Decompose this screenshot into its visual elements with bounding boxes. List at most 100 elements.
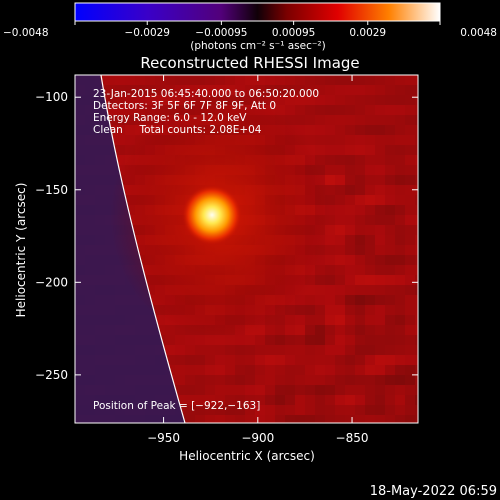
heatmap-cell <box>165 355 175 365</box>
heatmap-cell <box>415 335 418 345</box>
heatmap-cell <box>335 205 345 215</box>
heatmap-cell <box>385 335 395 345</box>
heatmap-cell <box>315 355 325 365</box>
heatmap-cell <box>375 385 385 395</box>
heatmap-cell <box>375 255 385 265</box>
heatmap-cell <box>245 395 255 405</box>
heatmap-cell <box>295 105 305 115</box>
heatmap-cell <box>415 395 418 405</box>
heatmap-cell <box>395 285 405 295</box>
heatmap-cell <box>225 385 235 395</box>
heatmap-cell <box>395 255 405 265</box>
heatmap-cell <box>255 385 265 395</box>
heatmap-cell <box>405 75 415 85</box>
heatmap-cell <box>355 175 365 185</box>
heatmap-cell <box>265 75 275 85</box>
heatmap-cell <box>365 195 375 205</box>
heatmap-cell <box>335 85 345 95</box>
heatmap-cell <box>355 195 365 205</box>
heatmap-cell <box>315 365 325 375</box>
heatmap-cell <box>365 305 375 315</box>
heatmap-cell <box>415 135 418 145</box>
heatmap-cell <box>195 85 205 95</box>
heatmap-cell <box>345 395 355 405</box>
heatmap-cell <box>345 125 355 135</box>
heatmap-cell <box>305 295 315 305</box>
heatmap-cell <box>295 335 305 345</box>
heatmap-cell <box>345 215 355 225</box>
heatmap-cell <box>345 305 355 315</box>
heatmap-cell <box>375 285 385 295</box>
heatmap-cell <box>235 375 245 385</box>
heatmap-cell <box>375 75 385 85</box>
heatmap-cell <box>395 85 405 95</box>
heatmap-cell <box>385 105 395 115</box>
heatmap-cell <box>215 345 225 355</box>
annotations: 23-Jan-2015 06:45:40.000 to 06:50:20.000… <box>93 88 319 412</box>
heatmap-cell <box>175 75 185 85</box>
heatmap-cell <box>205 395 215 405</box>
heatmap-cell <box>375 325 385 335</box>
heatmap-cell <box>375 335 385 345</box>
heatmap-cell <box>395 345 405 355</box>
heatmap-cell <box>305 345 315 355</box>
heatmap-cell <box>265 375 275 385</box>
heatmap-cell <box>345 135 355 145</box>
heatmap-cell <box>305 95 315 105</box>
heatmap-cell <box>325 245 335 255</box>
heatmap-cell <box>135 75 145 85</box>
x-tick-label: −950 <box>147 431 180 445</box>
heatmap-cell <box>205 375 215 385</box>
heatmap-cell <box>315 315 325 325</box>
heatmap-cell <box>385 95 395 105</box>
heatmap-cell <box>325 305 335 315</box>
heatmap-cell <box>365 155 375 165</box>
heatmap-cell <box>385 175 395 185</box>
heatmap-cell <box>335 285 345 295</box>
heatmap-cell <box>315 155 325 165</box>
heatmap-cell <box>265 395 275 405</box>
x-tick-label: −850 <box>336 431 369 445</box>
heatmap-cell <box>105 115 115 125</box>
heatmap-cell <box>345 405 355 415</box>
heatmap-cell <box>125 125 135 135</box>
heatmap-cell <box>355 325 365 335</box>
heatmap-cell <box>375 215 385 225</box>
heatmap-cell <box>405 375 415 385</box>
heatmap-cell <box>405 365 415 375</box>
heatmap-cell <box>165 335 175 345</box>
heatmap-cell <box>395 155 405 165</box>
heatmap-cell <box>415 145 418 155</box>
heatmap-cell <box>385 215 395 225</box>
heatmap-cell <box>115 155 125 165</box>
heatmap-cell <box>335 305 345 315</box>
heatmap-cell <box>405 225 415 235</box>
heatmap-cell <box>325 185 335 195</box>
heatmap-cell <box>365 285 375 295</box>
heatmap-cell <box>395 415 405 423</box>
heatmap-cell <box>305 395 315 405</box>
heatmap-cell <box>345 95 355 105</box>
heatmap-cell <box>405 195 415 205</box>
heatmap-cell <box>385 265 395 275</box>
colorbar-tick-label: 0.0048 <box>460 27 497 39</box>
heatmap-cell <box>285 385 295 395</box>
annotation-clean-counts: Clean Total counts: 2.08E+04 <box>93 124 262 136</box>
heatmap-cell <box>375 365 385 375</box>
heatmap-cell <box>355 125 365 135</box>
heatmap-cell <box>325 265 335 275</box>
heatmap-cell <box>315 115 325 125</box>
heatmap-cell <box>405 115 415 125</box>
heatmap-cell <box>155 325 165 335</box>
heatmap-cell <box>375 125 385 135</box>
heatmap-cell <box>125 135 135 145</box>
heatmap-cell <box>365 135 375 145</box>
heatmap-cell <box>225 365 235 375</box>
heatmap-cell <box>135 85 145 95</box>
heatmap-cell <box>345 185 355 195</box>
heatmap-cell <box>405 255 415 265</box>
heatmap-cell <box>305 385 315 395</box>
heatmap-cell <box>365 215 375 225</box>
y-axis-label: Heliocentric Y (arcsec) <box>14 183 28 318</box>
heatmap-cell <box>345 105 355 115</box>
